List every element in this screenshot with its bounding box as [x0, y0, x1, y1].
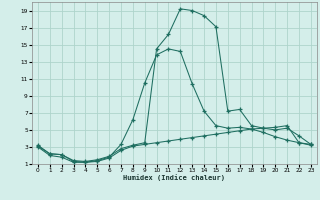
X-axis label: Humidex (Indice chaleur): Humidex (Indice chaleur) [124, 175, 225, 181]
